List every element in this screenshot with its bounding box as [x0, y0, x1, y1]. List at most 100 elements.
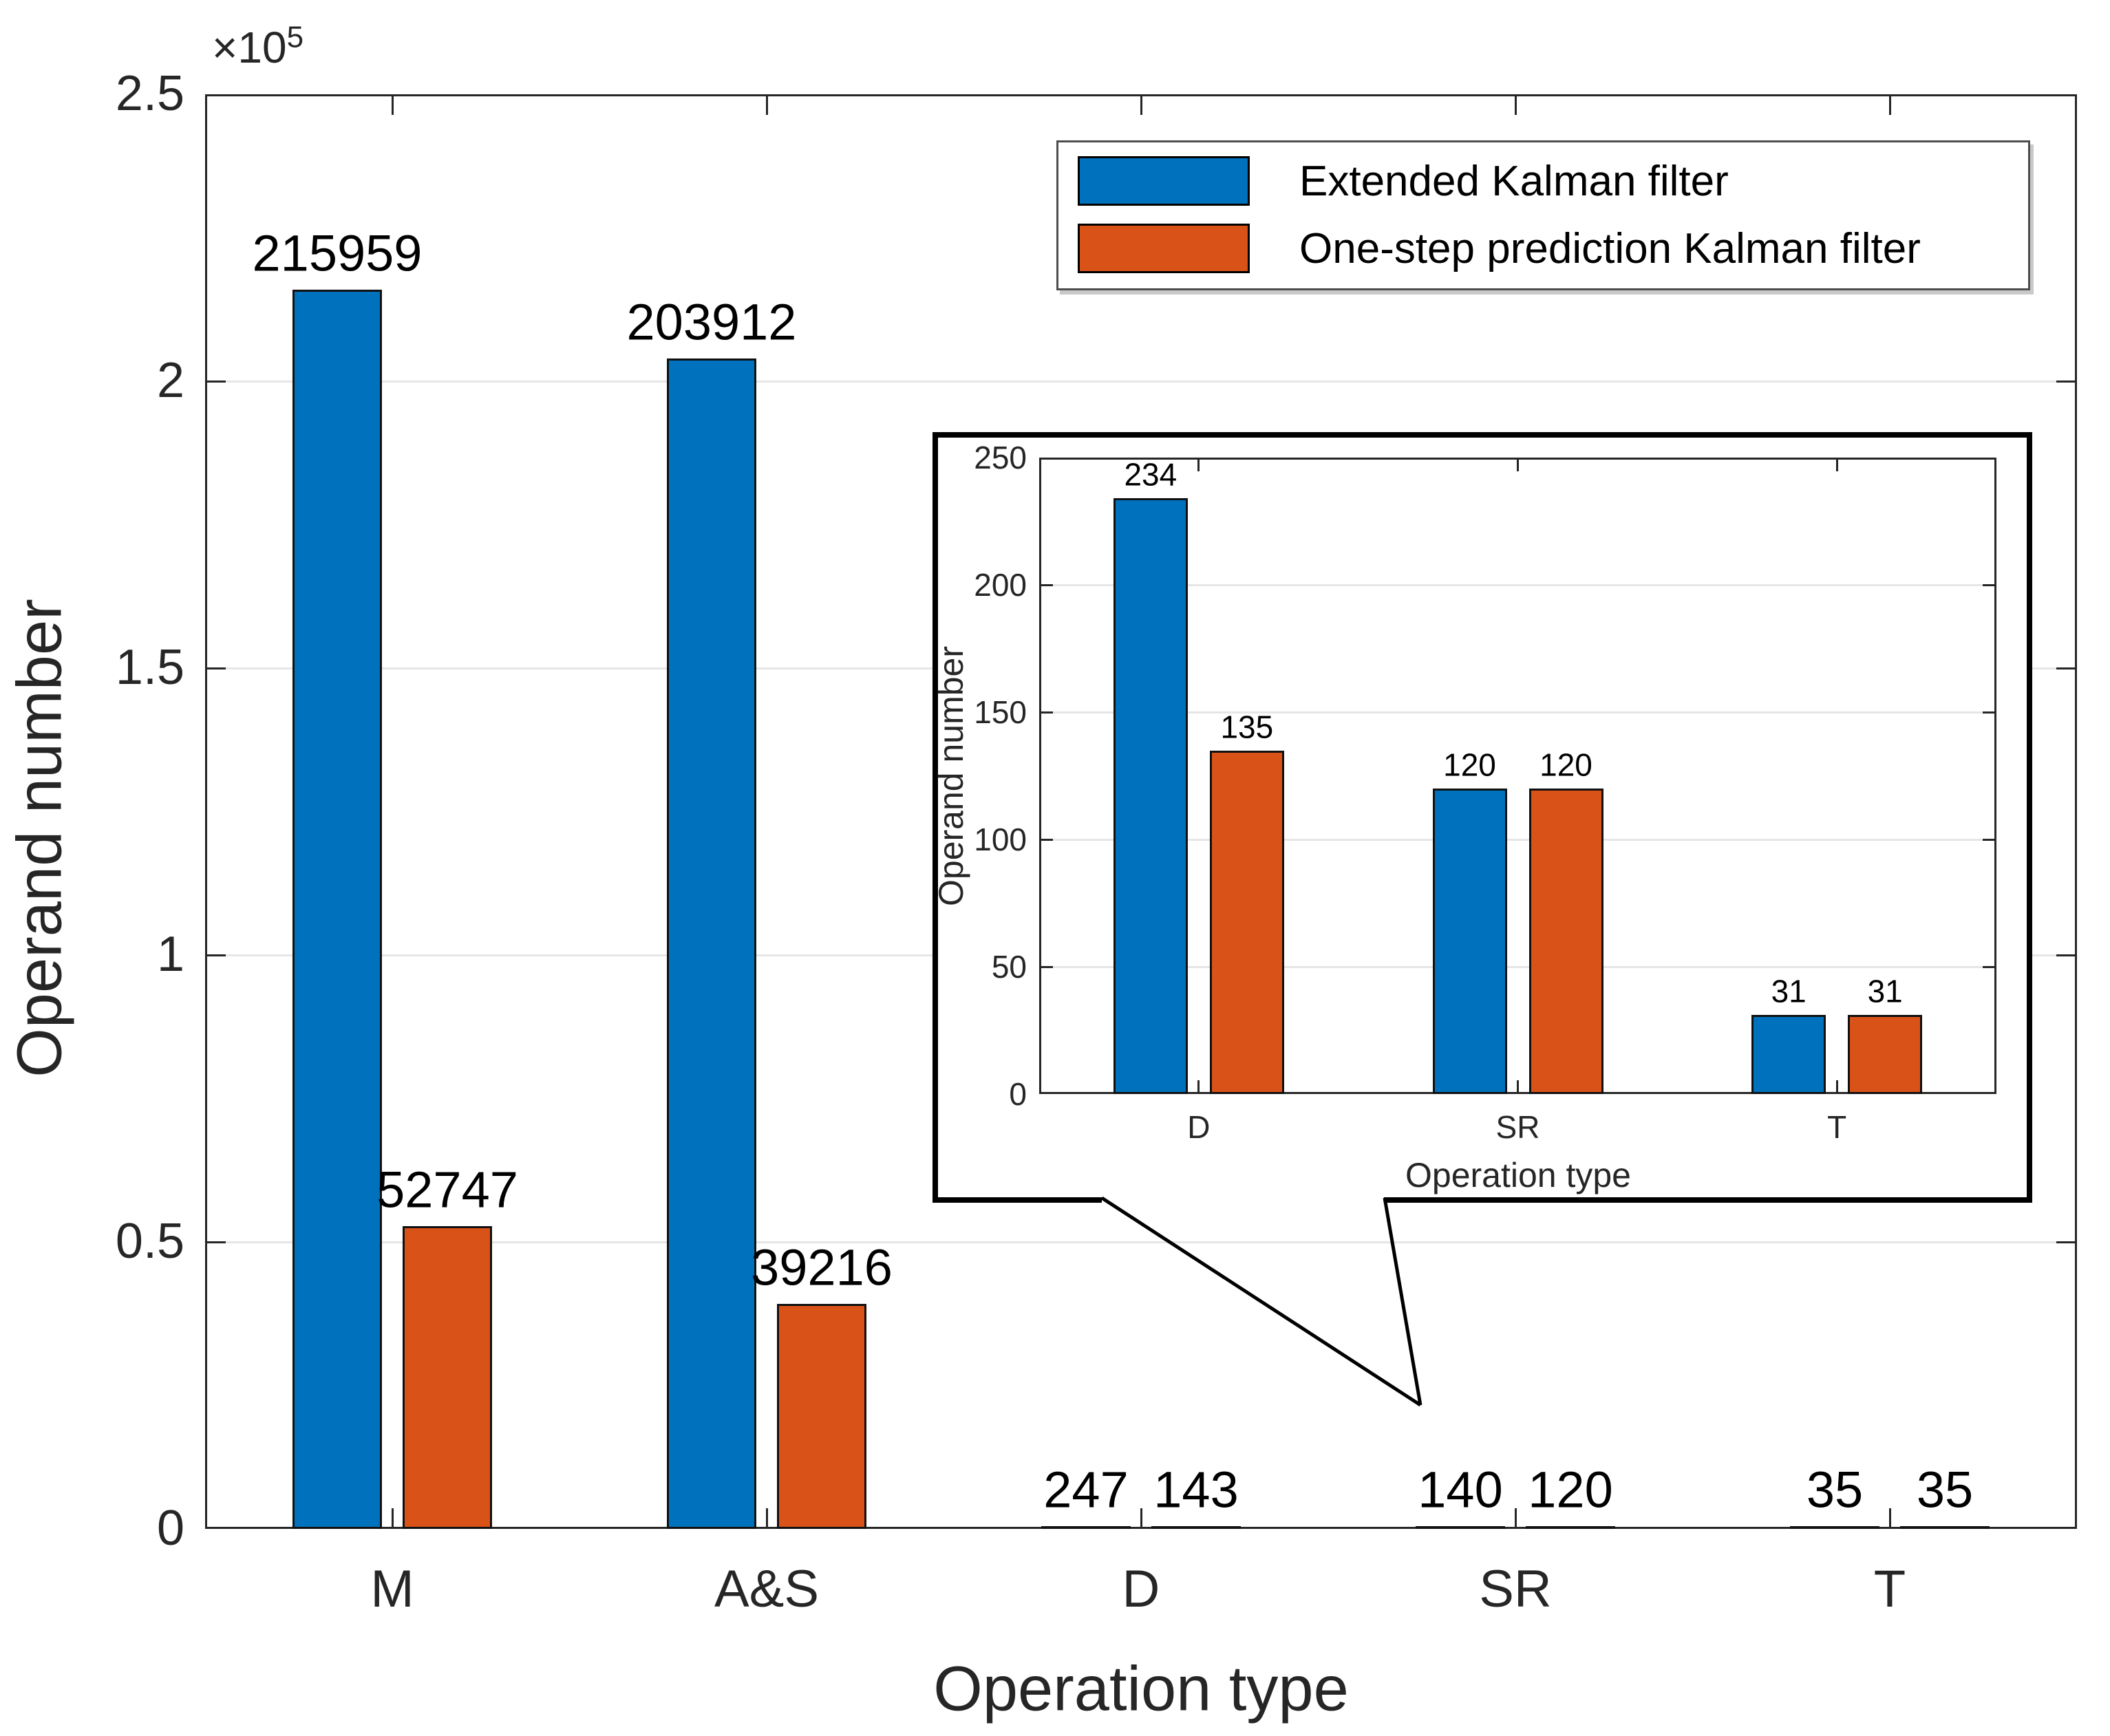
x-tick-mark [1517, 458, 1519, 471]
bar-value-label: 39216 [751, 1239, 893, 1296]
bar-t-series1 [1790, 1526, 1879, 1529]
x-tick-mark [1888, 1508, 1891, 1529]
legend-item-one-step-prediction: One-step prediction Kalman filter [1078, 224, 2028, 273]
bar-a&s-series1 [667, 358, 756, 1529]
y-tick-mark [1039, 583, 1053, 586]
bar-value-label: 140 [1418, 1461, 1503, 1519]
y-tick-mark [205, 667, 226, 669]
gridline [1039, 583, 1996, 586]
bar-sr-series1 [1416, 1526, 1505, 1529]
legend: Extended Kalman filter One-step predicti… [1056, 140, 2030, 290]
bar-value-label: 203912 [626, 293, 797, 351]
y-tick-mark [2056, 667, 2077, 669]
legend-swatch-orange [1078, 224, 1250, 273]
legend-label: Extended Kalman filter [1299, 157, 1729, 205]
x-tick-mark [1888, 94, 1891, 115]
y-tick-label: 1.5 [115, 640, 184, 696]
x-tick-label: D [1122, 1560, 1160, 1618]
y-tick-mark [1983, 711, 1996, 714]
y-tick-label: 0.5 [115, 1214, 184, 1269]
bar-sr-series2 [1526, 1526, 1615, 1529]
y-tick-label: 250 [974, 439, 1027, 475]
y-tick-label: 2.5 [115, 66, 184, 122]
x-tick-mark [765, 1508, 768, 1529]
x-tick-mark [1197, 458, 1200, 471]
bar-d-series1 [1041, 1526, 1131, 1529]
y-tick-mark [1039, 711, 1053, 714]
x-tick-label: SR [1495, 1109, 1540, 1145]
y-tick-label: 2 [156, 353, 184, 409]
gridline [205, 380, 2077, 383]
y-tick-mark [1983, 965, 1996, 968]
y-axis-offset-label: ×105 [212, 22, 303, 73]
y-tick-mark [1983, 583, 1996, 586]
bar-value-label: 120 [1443, 747, 1496, 783]
main-x-axis-label: Operation type [933, 1653, 1349, 1724]
bar-m-series2 [403, 1226, 492, 1529]
x-tick-mark [391, 94, 394, 115]
legend-item-extended-kalman: Extended Kalman filter [1078, 156, 2028, 206]
bar-value-label: 247 [1043, 1461, 1129, 1519]
bar-inset-sr-series1 [1432, 789, 1507, 1094]
y-tick-label: 0 [156, 1501, 184, 1556]
gridline [1039, 965, 1996, 968]
bar-value-label: 120 [1539, 747, 1592, 783]
bar-inset-t-series2 [1848, 1015, 1923, 1094]
bar-value-label: 35 [1916, 1461, 1974, 1519]
y-tick-mark [205, 380, 226, 383]
y-tick-mark [205, 954, 226, 956]
bar-m-series1 [292, 289, 382, 1529]
bar-value-label: 234 [1124, 456, 1177, 493]
bar-value-label: 215959 [252, 224, 423, 282]
bar-d-series2 [1151, 1526, 1241, 1529]
bar-inset-t-series1 [1751, 1015, 1826, 1094]
x-tick-mark [765, 94, 768, 115]
bar-value-label: 31 [1867, 974, 1903, 1009]
x-tick-label: M [370, 1560, 414, 1618]
y-tick-label: 150 [974, 694, 1027, 730]
bar-value-label: 52747 [376, 1161, 518, 1219]
bar-inset-d-series1 [1113, 498, 1188, 1094]
y-tick-label: 0 [1009, 1075, 1027, 1112]
y-tick-mark [2056, 954, 2077, 956]
x-tick-label: A&S [714, 1560, 820, 1618]
y-tick-label: 100 [974, 821, 1027, 857]
bar-t-series2 [1900, 1526, 1990, 1529]
x-tick-mark [1835, 1080, 1838, 1094]
inset-x-axis-label: Operation type [1405, 1156, 1631, 1194]
y-tick-mark [1983, 838, 1996, 841]
offset-exponent: 5 [286, 20, 304, 54]
x-tick-label: SR [1479, 1560, 1552, 1618]
y-tick-label: 1 [156, 927, 184, 983]
x-tick-label: T [1873, 1560, 1906, 1618]
y-tick-label: 50 [991, 948, 1027, 985]
x-tick-mark [1140, 94, 1142, 115]
y-tick-mark [1039, 965, 1053, 968]
bar-value-label: 143 [1153, 1461, 1239, 1519]
x-tick-mark [1517, 1080, 1519, 1094]
offset-base: ×10 [212, 23, 287, 72]
y-tick-mark [2056, 380, 2077, 383]
bar-value-label: 31 [1771, 974, 1807, 1009]
x-tick-mark [391, 1508, 394, 1529]
bar-a&s-series2 [777, 1303, 866, 1529]
bar-value-label: 120 [1528, 1461, 1613, 1519]
x-tick-mark [1197, 1080, 1200, 1094]
x-tick-mark [1835, 458, 1838, 471]
y-tick-mark [1039, 838, 1053, 841]
x-tick-label: D [1187, 1109, 1211, 1145]
y-tick-label: 200 [974, 566, 1027, 603]
y-tick-mark [2056, 1241, 2077, 1243]
y-tick-mark [205, 1241, 226, 1243]
x-tick-mark [1514, 94, 1517, 115]
bar-inset-sr-series2 [1528, 789, 1603, 1094]
gridline [1039, 711, 1996, 714]
bar-inset-d-series2 [1209, 750, 1284, 1094]
legend-swatch-blue [1078, 156, 1250, 206]
gridline [1039, 838, 1996, 841]
bar-value-label: 135 [1220, 709, 1274, 745]
legend-label: One-step prediction Kalman filter [1299, 224, 1921, 272]
inset-y-axis-label: Operand number [932, 645, 970, 907]
x-tick-label: T [1827, 1109, 1847, 1145]
